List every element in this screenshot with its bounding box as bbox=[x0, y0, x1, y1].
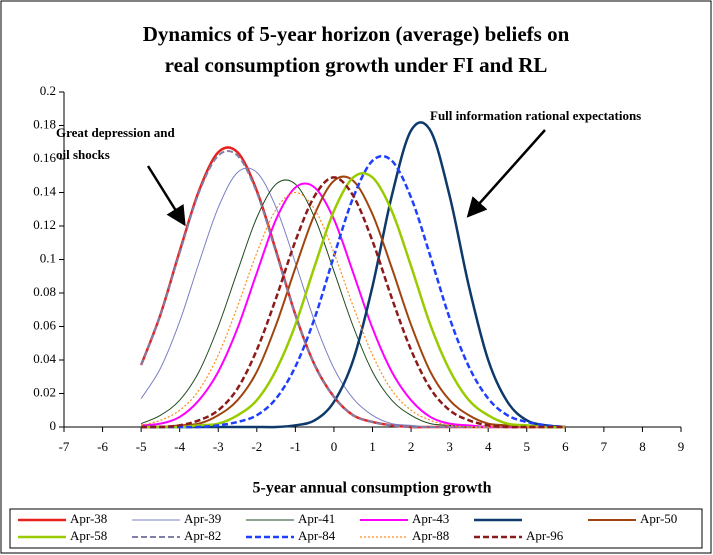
line-series bbox=[141, 121, 566, 429]
legend-label: Apr-58 bbox=[70, 528, 107, 543]
y-tick-label: 0.1 bbox=[40, 250, 56, 265]
x-tick-label: -1 bbox=[290, 439, 301, 454]
legend-label: Apr-41 bbox=[298, 511, 335, 526]
x-tick-label: -3 bbox=[213, 439, 224, 454]
legend-label: Apr-38 bbox=[70, 511, 107, 526]
y-tick-label: 0.14 bbox=[33, 183, 56, 198]
line-series bbox=[141, 176, 566, 429]
annotation: Full information rational expectations bbox=[430, 108, 641, 123]
legend-label: Apr-82 bbox=[184, 528, 221, 543]
annotation: oil shocks bbox=[56, 147, 110, 162]
x-tick-label: 1 bbox=[369, 439, 376, 454]
y-tick-label: 0.12 bbox=[33, 217, 56, 232]
x-tick-label: -2 bbox=[251, 439, 262, 454]
chart-title: real consumption growth under FI and RL bbox=[165, 53, 548, 77]
x-tick-label: 4 bbox=[485, 439, 492, 454]
y-tick-label: 0.04 bbox=[33, 351, 56, 366]
line-series bbox=[140, 191, 566, 428]
legend bbox=[9, 508, 703, 549]
legend-label: Apr-39 bbox=[184, 511, 221, 526]
y-tick-label: 0.2 bbox=[40, 83, 56, 98]
y-tick-label: 0.02 bbox=[33, 384, 56, 399]
x-axis-label: 5-year annual consumption growth bbox=[253, 480, 492, 497]
x-tick-label: -7 bbox=[59, 439, 70, 454]
line-series bbox=[141, 171, 566, 429]
line-series bbox=[140, 150, 566, 429]
x-tick-label: -5 bbox=[136, 439, 147, 454]
legend-label: Apr-96 bbox=[526, 528, 564, 543]
chart-title: Dynamics of 5-year horizon (average) bel… bbox=[143, 22, 570, 46]
x-tick-label: 6 bbox=[562, 439, 569, 454]
y-tick-label: 0.16 bbox=[33, 150, 56, 165]
y-tick-label: 0.06 bbox=[33, 317, 56, 332]
line-series bbox=[141, 175, 566, 429]
annotation-arrow bbox=[466, 129, 546, 218]
legend-label: Apr-88 bbox=[412, 528, 449, 543]
y-tick-label: 0 bbox=[50, 418, 57, 433]
x-tick-label: 7 bbox=[601, 439, 608, 454]
x-tick-label: -6 bbox=[97, 439, 108, 454]
legend-label: Apr-43 bbox=[412, 511, 449, 526]
x-tick-label: 8 bbox=[639, 439, 646, 454]
x-tick-label: 3 bbox=[446, 439, 453, 454]
x-tick-label: 9 bbox=[678, 439, 685, 454]
legend-label: Apr-84 bbox=[298, 528, 336, 543]
x-tick-label: 0 bbox=[331, 439, 338, 454]
y-tick-label: 0.18 bbox=[33, 116, 56, 131]
legend-label: Apr-50 bbox=[640, 511, 677, 526]
x-tick-label: 5 bbox=[524, 439, 531, 454]
x-tick-label: -4 bbox=[174, 439, 185, 454]
annotation: Great depression and bbox=[56, 125, 175, 140]
annotation-arrow bbox=[146, 165, 186, 227]
x-tick-label: 2 bbox=[408, 439, 415, 454]
y-tick-label: 0.08 bbox=[33, 284, 56, 299]
line-series bbox=[141, 154, 566, 429]
